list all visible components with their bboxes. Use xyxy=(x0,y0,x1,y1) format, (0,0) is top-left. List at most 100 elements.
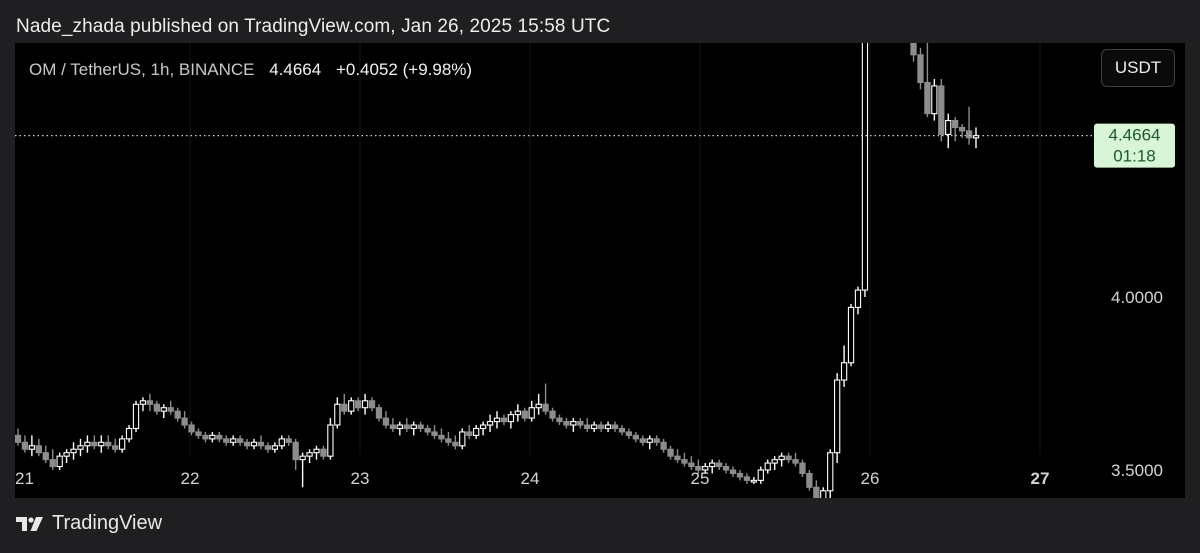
candle-body xyxy=(931,85,938,115)
candle-body xyxy=(70,448,77,454)
candle-body xyxy=(271,445,279,450)
currency-button[interactable]: USDT xyxy=(1101,49,1175,87)
candle-body xyxy=(611,424,619,430)
candle-body xyxy=(827,452,834,492)
candle-body xyxy=(15,434,22,443)
candle-body xyxy=(688,462,695,468)
x-tick-label: 26 xyxy=(861,469,880,488)
candle-body xyxy=(639,438,646,443)
candle-body xyxy=(334,403,341,426)
candle-body xyxy=(958,126,966,132)
candle-body xyxy=(486,421,494,426)
candle-body xyxy=(750,479,758,483)
candle-body xyxy=(632,434,639,440)
candle-body xyxy=(132,403,140,430)
candle-body xyxy=(424,427,431,433)
candle-body xyxy=(910,43,917,56)
y-tick-label: 4.0000 xyxy=(1111,288,1163,307)
tradingview-logo-icon xyxy=(16,516,43,531)
candlestick-chart[interactable]: 212223242526275.00004.00003.50004.466401… xyxy=(15,43,1185,498)
candle-body xyxy=(368,400,376,409)
candle-body xyxy=(764,462,771,471)
chart-panel[interactable]: 212223242526275.00004.00003.50004.466401… xyxy=(15,43,1185,498)
candle-body xyxy=(84,441,91,447)
candle-body xyxy=(556,417,563,423)
candle-body xyxy=(729,469,737,475)
symbol-legend: OM / TetherUS, 1h, BINANCE 4.4664 +0.405… xyxy=(29,60,472,80)
candle-body xyxy=(389,424,397,430)
candle-body xyxy=(181,417,188,426)
candle-body xyxy=(98,441,105,447)
candle-body xyxy=(771,459,778,464)
candle-body xyxy=(965,130,973,139)
candle-body xyxy=(355,400,362,409)
symbol-info: OM / TetherUS, 1h, BINANCE xyxy=(29,60,255,79)
candle-body xyxy=(479,424,487,430)
candle-body xyxy=(56,455,63,468)
candle-body xyxy=(840,362,848,381)
x-tick-label: 24 xyxy=(521,469,540,488)
candle-body xyxy=(584,424,591,430)
last-price-badge xyxy=(1094,123,1175,168)
candle-body xyxy=(972,135,980,139)
candle-body xyxy=(118,438,126,450)
x-tick-label: 27 xyxy=(1031,469,1050,488)
candle-body xyxy=(250,441,258,447)
candle-body xyxy=(278,438,285,447)
bar-countdown: 01:18 xyxy=(1113,147,1156,166)
candle-body xyxy=(230,438,237,443)
x-tick-label: 25 xyxy=(691,469,710,488)
candle-body xyxy=(806,472,813,488)
candle-body xyxy=(403,424,410,430)
candle-body xyxy=(160,407,167,412)
candle-body xyxy=(681,459,688,464)
candle-body xyxy=(195,431,202,436)
candle-body xyxy=(500,417,508,423)
x-tick-label: 23 xyxy=(351,469,370,488)
candle-body xyxy=(21,441,29,450)
candle-body xyxy=(223,438,230,443)
published-line: Nade_zhada published on TradingView.com,… xyxy=(16,16,611,37)
candle-body xyxy=(431,431,438,436)
candle-body xyxy=(306,452,313,457)
candle-body xyxy=(625,431,633,436)
candle-body xyxy=(361,400,369,409)
candle-body xyxy=(299,455,306,461)
candle-body xyxy=(563,421,570,426)
candle-body xyxy=(813,486,820,498)
candle-body xyxy=(236,438,244,443)
candle-body xyxy=(417,424,424,430)
candle-body xyxy=(743,476,751,481)
candle-body xyxy=(42,452,49,461)
candle-body xyxy=(466,431,473,436)
candle-body xyxy=(125,427,133,440)
candle-body xyxy=(507,414,515,423)
candle-body xyxy=(785,455,792,461)
x-tick-label: 22 xyxy=(181,469,200,488)
tradingview-brand[interactable]: TradingView xyxy=(16,512,162,535)
candle-body xyxy=(799,462,806,475)
candle-body xyxy=(493,417,501,423)
candle-body xyxy=(820,490,827,498)
candle-body xyxy=(167,407,174,412)
candle-body xyxy=(938,85,945,135)
candle-body xyxy=(542,403,549,412)
last-price-value: 4.4664 xyxy=(1109,126,1161,145)
candle-body xyxy=(35,445,42,454)
candle-body xyxy=(917,54,924,84)
candle-body xyxy=(715,462,723,468)
candle-body xyxy=(591,424,598,430)
candle-body xyxy=(535,403,542,409)
candle-body xyxy=(320,448,327,457)
legend-last-price: 4.4664 xyxy=(269,60,322,79)
candle-body xyxy=(792,459,799,464)
candle-body xyxy=(674,455,681,461)
candle-body xyxy=(292,441,299,461)
candle-body xyxy=(757,469,764,481)
candle-body xyxy=(945,119,952,135)
candle-body xyxy=(514,410,521,416)
candle-body xyxy=(188,424,195,433)
candle-body xyxy=(202,434,209,440)
candle-body xyxy=(736,472,744,478)
candle-body xyxy=(216,434,223,440)
